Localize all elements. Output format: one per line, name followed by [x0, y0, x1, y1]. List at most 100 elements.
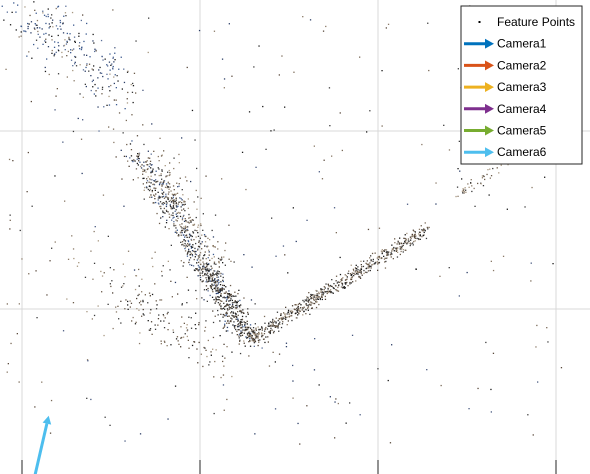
feature-point	[64, 49, 66, 51]
feature-point	[73, 48, 75, 50]
feature-point	[213, 412, 215, 415]
feature-point	[48, 34, 50, 36]
feature-point	[256, 335, 258, 337]
feature-point	[104, 416, 106, 418]
feature-point	[181, 219, 184, 221]
feature-point	[321, 296, 323, 298]
feature-point	[391, 248, 393, 250]
feature-point	[266, 328, 269, 330]
feature-point	[92, 40, 94, 42]
feature-point	[259, 328, 261, 331]
feature-point	[28, 273, 30, 275]
feature-point	[166, 210, 168, 212]
feature-point	[220, 313, 222, 315]
feature-point	[240, 312, 243, 314]
feature-point	[213, 30, 216, 32]
feature-point	[48, 27, 50, 29]
feature-point	[186, 236, 188, 238]
feature-point	[222, 276, 224, 279]
feature-point	[222, 313, 224, 316]
feature-point	[207, 290, 209, 292]
feature-point	[315, 299, 317, 301]
feature-point	[109, 53, 111, 55]
feature-point	[285, 318, 287, 320]
feature-point	[235, 313, 237, 315]
feature-point	[97, 240, 99, 242]
feature-point	[161, 154, 163, 156]
feature-point	[144, 186, 146, 189]
feature-point	[221, 300, 223, 302]
feature-point	[207, 280, 209, 283]
feature-point	[387, 254, 389, 256]
feature-point	[413, 234, 416, 236]
feature-point	[132, 82, 134, 85]
feature-point	[370, 259, 372, 261]
feature-point	[189, 243, 191, 245]
feature-point	[201, 272, 203, 274]
feature-point	[123, 155, 126, 157]
feature-point	[291, 315, 293, 317]
feature-point	[74, 63, 76, 65]
feature-point	[216, 279, 218, 282]
feature-point	[189, 235, 191, 237]
feature-point	[74, 55, 76, 58]
feature-point	[353, 272, 355, 275]
feature-point	[186, 245, 188, 247]
feature-point	[473, 187, 475, 190]
feature-point	[204, 241, 207, 243]
feature-point	[154, 189, 156, 191]
feature-point	[186, 335, 188, 338]
feature-point	[306, 219, 308, 221]
feature-point	[133, 159, 135, 161]
feature-point	[249, 332, 252, 335]
feature-point	[399, 248, 401, 250]
legend-marker-point	[478, 21, 481, 23]
feature-point	[226, 311, 228, 313]
feature-point	[280, 317, 282, 319]
feature-point	[270, 327, 272, 330]
feature-point	[182, 194, 184, 196]
feature-point	[317, 296, 319, 298]
feature-point	[482, 185, 485, 187]
feature-point	[218, 299, 221, 301]
feature-point	[148, 165, 150, 168]
feature-point	[395, 249, 397, 251]
feature-point	[179, 177, 181, 179]
feature-point	[368, 265, 371, 267]
feature-point	[195, 250, 197, 253]
feature-point	[261, 332, 263, 334]
feature-point	[358, 271, 360, 273]
feature-point	[190, 317, 192, 319]
feature-point	[202, 257, 204, 259]
feature-point	[138, 285, 140, 287]
feature-point	[182, 234, 184, 236]
feature-point	[140, 300, 142, 302]
feature-point	[359, 269, 361, 271]
feature-point	[230, 298, 232, 300]
feature-point	[113, 99, 115, 101]
feature-point	[238, 325, 240, 328]
feature-point	[241, 318, 244, 321]
feature-point	[166, 313, 168, 315]
feature-point	[160, 340, 162, 342]
feature-point	[355, 269, 357, 271]
feature-point	[230, 293, 232, 296]
feature-point	[138, 154, 140, 156]
feature-point	[188, 259, 191, 261]
feature-point	[224, 357, 226, 359]
feature-point	[293, 308, 295, 310]
feature-point	[46, 294, 48, 296]
feature-point	[298, 313, 300, 315]
feature-point	[367, 265, 369, 267]
feature-point	[181, 241, 184, 243]
feature-point	[136, 308, 138, 310]
feature-point	[217, 314, 219, 316]
feature-point	[206, 272, 209, 274]
feature-point	[321, 295, 323, 297]
feature-point	[240, 310, 243, 312]
feature-point	[196, 208, 198, 210]
feature-point	[423, 228, 425, 230]
feature-point	[72, 69, 74, 72]
feature-point	[490, 175, 493, 177]
feature-point	[1, 5, 3, 7]
